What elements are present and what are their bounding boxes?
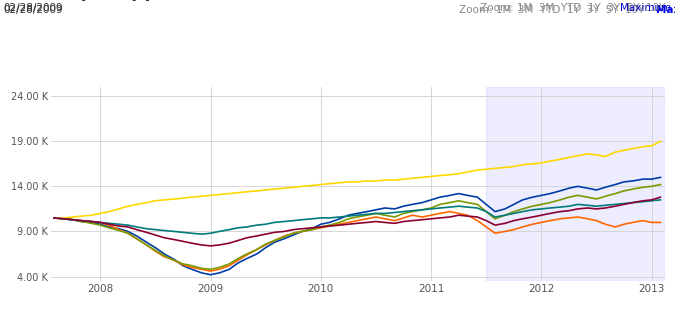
Text: Maximum: Maximum: [656, 5, 675, 15]
Text: 02/28/2009: 02/28/2009: [3, 5, 63, 15]
Text: Maximum: Maximum: [620, 3, 672, 13]
Text: Zoom: 1M  3M  YTD  1Y  3Y  5Y  10Y: Zoom: 1M 3M YTD 1Y 3Y 5Y 10Y: [459, 5, 651, 15]
Text: 02/28/2009: 02/28/2009: [3, 3, 63, 13]
Text: Zoom: 1M  3M  YTD  1Y  3Y  5Y  10Y: Zoom: 1M 3M YTD 1Y 3Y 5Y 10Y: [480, 3, 672, 13]
Legend: Vanguard REIT Index Inv:4,120.77, Vanguard Emerging Mkts Stock Idx:4,069.36, Van: Vanguard REIT Index Inv:4,120.77, Vangua…: [52, 0, 675, 1]
Bar: [486, 87, 665, 281]
